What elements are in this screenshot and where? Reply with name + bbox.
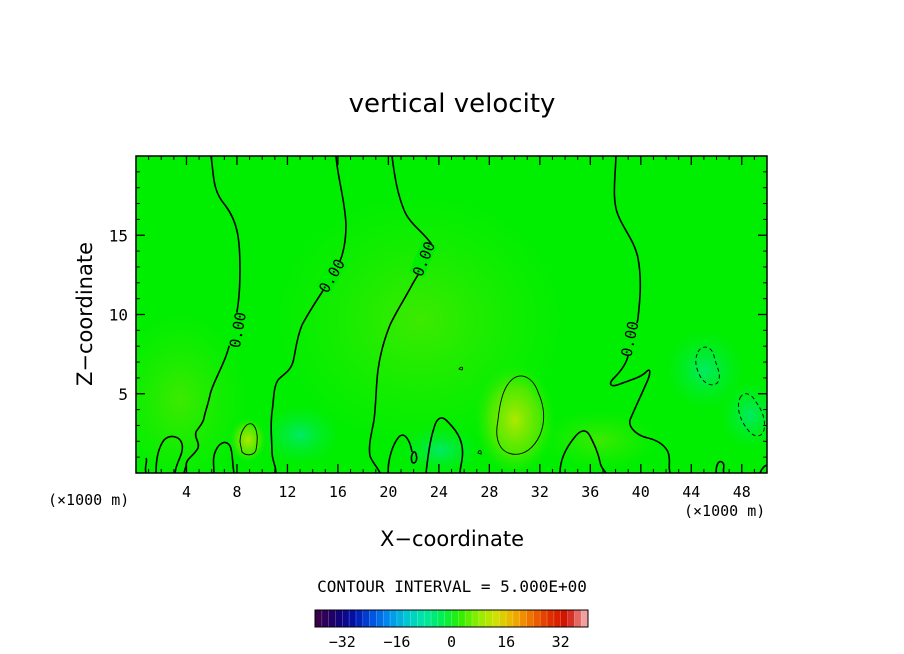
colorbar-cell bbox=[349, 610, 357, 627]
colorbar-cell bbox=[437, 610, 445, 627]
colorbar-cell bbox=[581, 610, 589, 627]
contour-line bbox=[609, 156, 671, 473]
colorbar-cell bbox=[328, 610, 336, 627]
colorbar-cell bbox=[376, 610, 384, 627]
colorbar-cell bbox=[335, 610, 343, 627]
contour-lines-thin bbox=[239, 366, 545, 456]
colorbar-cell bbox=[499, 610, 507, 627]
colorbar-cell bbox=[471, 610, 480, 627]
contour-lines bbox=[144, 156, 767, 473]
colorbar-cell bbox=[512, 610, 521, 627]
colorbar-tick-label: 32 bbox=[552, 633, 570, 651]
colorbar-cell bbox=[465, 610, 473, 627]
contour-line bbox=[155, 435, 184, 473]
contour-line bbox=[715, 460, 725, 473]
colorbar-cell bbox=[540, 610, 548, 627]
colorbar-ticks: −32 −16 0 16 32 bbox=[329, 633, 570, 651]
colorbar-cell bbox=[533, 610, 541, 627]
y-tick-label: 5 bbox=[118, 385, 128, 404]
colorbar-cell bbox=[574, 610, 582, 627]
colorbar-cell bbox=[362, 610, 370, 627]
colorbar-cell bbox=[321, 610, 329, 627]
colorbar bbox=[314, 609, 589, 628]
colorbar-cell bbox=[369, 610, 377, 627]
contour-line bbox=[695, 346, 720, 386]
colorbar-cell bbox=[342, 610, 350, 627]
colorbar-tick-label: −32 bbox=[329, 633, 356, 651]
contour-interval-label: CONTOUR INTERVAL = 5.000E+00 bbox=[317, 577, 587, 596]
colorbar-cell bbox=[485, 610, 493, 627]
contour-lines-negative bbox=[695, 346, 765, 437]
x-tick-label: 24 bbox=[430, 483, 448, 501]
x-tick-label: 20 bbox=[379, 483, 397, 501]
colorbar-cell bbox=[458, 610, 466, 627]
colorbar-cell bbox=[424, 610, 432, 627]
y-tick-label: 15 bbox=[109, 226, 128, 245]
y-tick-label: 10 bbox=[109, 306, 128, 325]
colorbar-cell bbox=[451, 610, 459, 627]
contour-line bbox=[477, 450, 482, 455]
colorbar-cell bbox=[553, 610, 561, 627]
colorbar-frame bbox=[314, 609, 589, 628]
colorbar-cell bbox=[390, 610, 398, 627]
x-tick-label: 16 bbox=[329, 483, 347, 501]
x-tick-label: 8 bbox=[232, 483, 241, 501]
x-tick-label: 48 bbox=[733, 483, 751, 501]
contour-line bbox=[737, 393, 765, 437]
contour-line bbox=[387, 434, 413, 473]
contour-line bbox=[212, 441, 235, 473]
colorbar-cell bbox=[478, 610, 486, 627]
contour-line bbox=[183, 156, 241, 473]
x-axis-label: X−coordinate bbox=[380, 527, 524, 551]
contour-line bbox=[458, 366, 464, 371]
colorbar-cell bbox=[444, 610, 452, 627]
x-tick-label: 4 bbox=[182, 483, 191, 501]
colorbar-cell bbox=[519, 610, 527, 627]
x-tick-label: 40 bbox=[632, 483, 650, 501]
y-axis: 5 10 15 bbox=[109, 171, 767, 458]
contour-line bbox=[559, 430, 607, 473]
contour-line bbox=[410, 451, 418, 464]
y-axis-label: Z−coordinate bbox=[73, 242, 97, 386]
colorbar-cell bbox=[410, 610, 418, 627]
contour-line bbox=[270, 156, 347, 473]
x-tick-label: 36 bbox=[581, 483, 599, 501]
colorbar-cell bbox=[560, 610, 568, 627]
colorbar-cell bbox=[526, 610, 534, 627]
contour-line bbox=[368, 156, 433, 473]
contour-line bbox=[239, 423, 258, 456]
colorbar-cell bbox=[431, 610, 439, 627]
colorbar-cell bbox=[417, 610, 425, 627]
colorbar-cell bbox=[547, 610, 555, 627]
contour-line bbox=[496, 375, 545, 455]
colorbar-cell bbox=[567, 610, 575, 627]
colorbar-cell bbox=[355, 610, 364, 627]
contour-line bbox=[144, 457, 148, 473]
colorbar-tick-label: 0 bbox=[447, 633, 456, 651]
contour-line bbox=[425, 417, 464, 473]
x-axis: 4 8 12 16 20 24 28 32 36 40 44 48 bbox=[148, 156, 755, 501]
colorbar-cell bbox=[403, 610, 411, 627]
x-tick-label: 12 bbox=[278, 483, 296, 501]
colorbar-tick-label: 16 bbox=[497, 633, 515, 651]
x-tick-label: 32 bbox=[531, 483, 549, 501]
contour-label: 0.00 bbox=[226, 311, 250, 350]
colorbar-cell bbox=[315, 610, 323, 627]
chart-title: vertical velocity bbox=[349, 89, 556, 119]
heatmap-field bbox=[136, 156, 767, 473]
colorbar-cell bbox=[383, 610, 391, 627]
x-tick-label: 44 bbox=[682, 483, 700, 501]
x-tick-label: 28 bbox=[480, 483, 498, 501]
x-unit-label-left: (×1000 m) bbox=[48, 491, 129, 509]
colorbar-cell bbox=[492, 610, 500, 627]
colorbar-cell bbox=[506, 610, 514, 627]
colorbar-tick-label: −16 bbox=[383, 633, 410, 651]
x-unit-label-right: (×1000 m) bbox=[684, 502, 765, 520]
colorbar-cell bbox=[396, 610, 405, 627]
